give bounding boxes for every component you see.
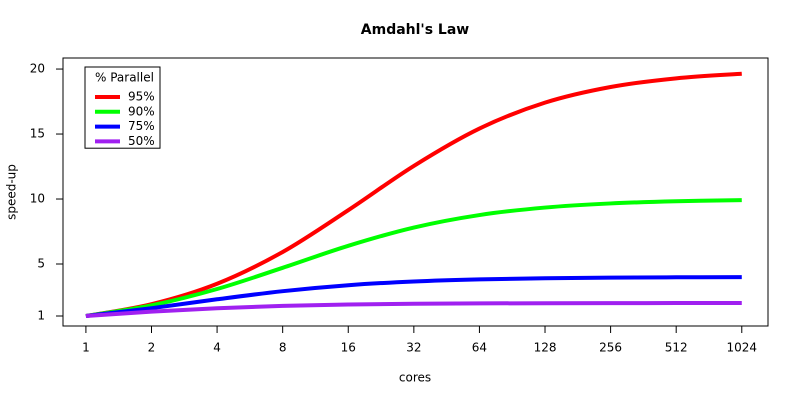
x-tick-label: 256 [599, 341, 622, 355]
x-tick-label: 64 [472, 341, 487, 355]
data-line [85, 275, 742, 318]
x-axis-label: cores [399, 371, 431, 385]
y-tick-label: 15 [30, 127, 45, 141]
x-tick-label: 4 [213, 341, 221, 355]
x-tick-label: 1 [82, 341, 90, 355]
legend-label: 95% [128, 90, 155, 104]
x-tick-label: 1024 [727, 341, 758, 355]
x-tick-label: 2 [148, 341, 156, 355]
x-tick-label: 128 [534, 341, 557, 355]
legend-label: 50% [128, 134, 155, 148]
y-tick-label: 5 [37, 257, 45, 271]
legend-box [84, 66, 161, 149]
x-tick-label: 16 [341, 341, 356, 355]
legend-label: 75% [128, 119, 155, 133]
y-tick-label: 10 [30, 192, 45, 206]
data-line [85, 71, 742, 318]
y-axis-label: speed-up [5, 164, 19, 220]
legend-label: 90% [128, 104, 155, 118]
legend-title: % Parallel [95, 71, 154, 85]
data-line [85, 198, 742, 318]
chart-title: Amdahl's Law [361, 22, 470, 38]
y-tick-label: 1 [37, 308, 45, 322]
y-tick-label: 20 [30, 62, 45, 76]
data-line [85, 301, 742, 318]
x-tick-label: 8 [279, 341, 287, 355]
x-tick-label: 32 [406, 341, 421, 355]
plot-frame [62, 57, 769, 327]
x-tick-label: 512 [665, 341, 688, 355]
